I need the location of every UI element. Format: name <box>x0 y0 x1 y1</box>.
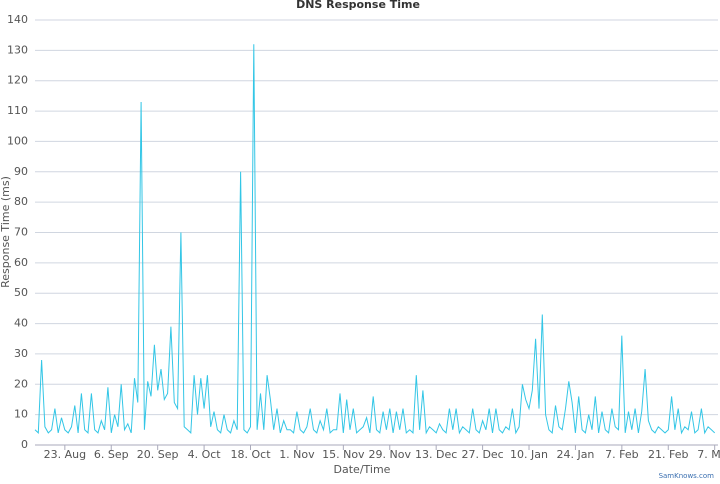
y-tick-label: 140 <box>7 13 28 26</box>
y-tick-label: 70 <box>14 226 28 239</box>
chart-title: DNS Response Time <box>296 0 420 11</box>
x-tick-label: 1. Nov <box>279 448 315 461</box>
x-tick-label: 18. Oct <box>231 448 272 461</box>
x-tick-label: 29. Nov <box>369 448 412 461</box>
x-tick-label: 21. Feb <box>648 448 688 461</box>
y-tick-label: 100 <box>7 134 28 147</box>
y-tick-label: 120 <box>7 74 28 87</box>
y-tick-label: 90 <box>14 165 28 178</box>
y-axis-label: Response Time (ms) <box>0 176 12 288</box>
x-tick-label: 10. Jan <box>510 448 548 461</box>
x-tick-label: 24. Jan <box>556 448 594 461</box>
series-line <box>34 44 716 435</box>
y-tick-label: 110 <box>7 104 28 117</box>
x-tick-label: 4. Oct <box>188 448 222 461</box>
x-tick-label: 20. Sep <box>137 448 179 461</box>
x-tick-label: 7. Feb <box>605 448 638 461</box>
y-tick-label: 80 <box>14 195 28 208</box>
credit: SamKnows.com <box>659 472 715 480</box>
y-tick-label: 40 <box>14 317 28 330</box>
x-tick-label: 13. Dec <box>415 448 457 461</box>
x-tick-label: 23. Aug <box>44 448 86 461</box>
x-tick-label: 15. Nov <box>322 448 365 461</box>
y-tick-label: 0 <box>21 438 28 451</box>
x-tick-label: 6. Sep <box>94 448 129 461</box>
y-tick-label: 130 <box>7 43 28 56</box>
y-tick-label: 10 <box>14 408 28 421</box>
y-tick-label: 30 <box>14 347 28 360</box>
x-tick-label: 7. Mar <box>697 448 720 461</box>
y-tick-label: 50 <box>14 286 28 299</box>
x-tick-label: 27. Dec <box>461 448 503 461</box>
x-axis-label: Date/Time <box>334 463 391 476</box>
y-tick-label: 20 <box>14 377 28 390</box>
y-tick-label: 60 <box>14 256 28 269</box>
